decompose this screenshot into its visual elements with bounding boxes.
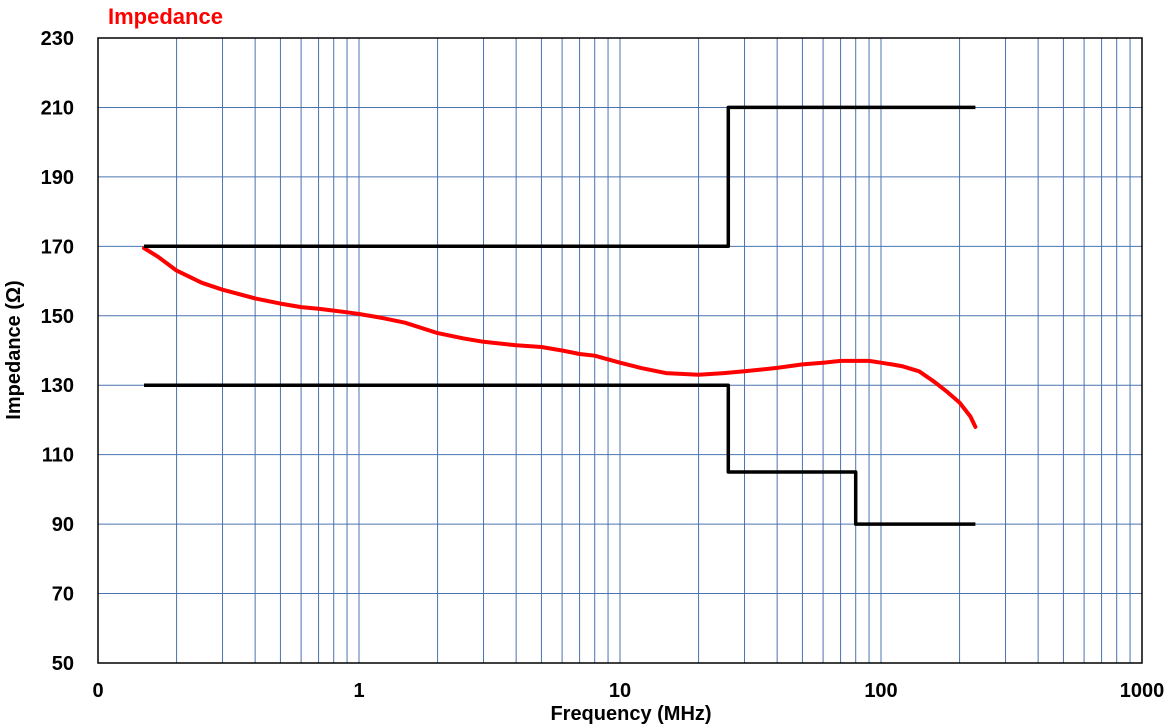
series-line-upper-limit [144, 105, 976, 249]
x-tick-label: 1 [353, 680, 364, 702]
x-tick-label: 100 [864, 680, 897, 702]
series-line-lower-limit [144, 383, 976, 526]
series-line-measured [142, 246, 978, 429]
y-tick-label: 130 [41, 375, 74, 397]
y-tick-label: 170 [41, 236, 74, 258]
y-tick-label: 90 [52, 514, 74, 536]
y-tick-label: 110 [42, 445, 74, 467]
grid [98, 38, 1142, 663]
y-tick-label: 210 [41, 97, 74, 119]
x-tick-label: 0 [92, 680, 103, 702]
x-tick-labels: 0 1 10 100 1000 [92, 680, 1164, 702]
x-tick-label: 1000 [1120, 680, 1165, 702]
plot-frame [97, 37, 1143, 664]
x-axis-title: Frequency (MHz) [550, 703, 711, 725]
y-tick-label: 70 [52, 584, 74, 606]
y-tick-labels: 50 70 90 110 130 150 170 190 210 230 [41, 28, 74, 675]
series-layer [142, 105, 978, 526]
x-tick-label: 10 [609, 680, 631, 702]
y-axis-title: Impedance (Ω) [3, 280, 25, 419]
y-tick-label: 230 [41, 28, 74, 50]
y-tick-label: 190 [41, 167, 74, 189]
chart-title: Impedance [108, 4, 223, 29]
y-tick-label: 50 [52, 653, 74, 675]
y-tick-label: 150 [41, 306, 74, 328]
